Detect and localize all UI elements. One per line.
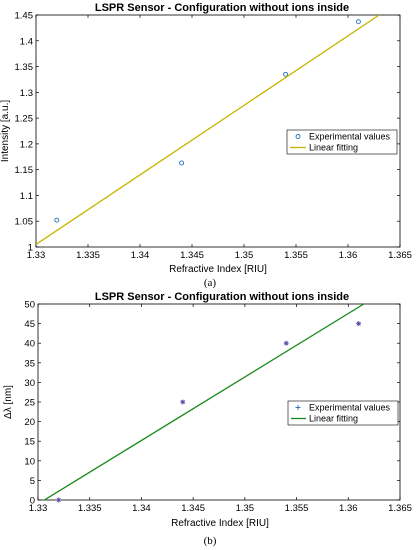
chart-a-legend: Experimental values Linear fitting	[286, 129, 398, 155]
x-tick-label: 1.34	[132, 503, 151, 514]
chart-a-legend-box	[286, 129, 398, 155]
data-point	[56, 497, 62, 503]
y-tick-label: 35	[24, 358, 35, 369]
x-tick-label: 1.345	[181, 503, 205, 514]
chart-a-legend-marker-points	[295, 134, 301, 139]
chart-a-xlabel: Refractive Index [RIU]	[169, 264, 267, 275]
data-point	[355, 19, 361, 25]
y-tick-label: 0	[30, 496, 35, 507]
y-tick-label: 1.4	[20, 36, 33, 47]
data-point	[179, 160, 185, 166]
data-point	[283, 340, 289, 346]
y-tick-label: 1.05	[15, 217, 34, 228]
chart-b-legend-marker-points	[295, 405, 301, 410]
y-tick-label: 1.45	[15, 11, 34, 22]
chart-b: LSPR Sensor - Configuration without ions…	[3, 291, 412, 547]
chart-a-ylabel: Intensity [a.u.]	[0, 100, 11, 162]
y-tick-label: 45	[24, 319, 35, 330]
series-line-linear-fitting	[36, 15, 380, 245]
x-tick-label: 1.355	[284, 250, 308, 261]
x-tick-label: 1.35	[236, 503, 255, 514]
y-tick-label: 25	[24, 398, 35, 409]
chart-a-ticks: 1.33 1.335 1.34 1.345 1.35 1.355 1.36 1.365 1 1.0…	[15, 11, 412, 262]
y-tick-label: 1.1	[20, 191, 33, 202]
chart-b-ticks: 1.33 1.335 1.34 1.345 1.35 1.355 1.36 1.365 0 5 10…	[24, 300, 411, 515]
chart-a-legend-label-points: Experimental values	[309, 132, 391, 142]
y-tick-label: 1.15	[15, 165, 34, 176]
chart-a-legend-label-line: Linear fitting	[309, 143, 358, 153]
chart-b-marks	[43, 304, 365, 503]
data-point-stroke	[356, 321, 361, 326]
chart-b-xlabel: Refractive Index [RIU]	[171, 518, 269, 529]
x-tick-label: 1.335	[76, 250, 100, 261]
x-tick-label: 1.35	[235, 250, 254, 261]
x-tick-label: 1.355	[285, 503, 309, 514]
y-tick-label: 10	[24, 456, 35, 467]
x-tick-label: 1.345	[180, 250, 204, 261]
x-tick-label: 1.36	[339, 250, 358, 261]
data-point-stroke	[180, 399, 185, 405]
y-tick-label: 40	[24, 339, 35, 350]
chart-a-marks	[36, 15, 380, 245]
data-point	[180, 399, 186, 405]
chart-b-legend-box	[287, 400, 399, 426]
x-tick-label: 1.34	[131, 250, 150, 261]
data-point	[356, 321, 362, 327]
chart-b-legend-label-line: Linear fitting	[309, 414, 358, 424]
x-tick-label: 1.36	[339, 503, 358, 514]
y-tick-label: 1.2	[20, 139, 33, 150]
series-line-linear-fitting	[43, 304, 365, 500]
y-tick-label: 50	[24, 300, 35, 311]
data-point	[283, 71, 289, 77]
data-point-stroke	[56, 497, 61, 503]
y-tick-label: 1	[28, 243, 33, 254]
chart-a: LSPR Sensor - Configuration without ions…	[0, 2, 412, 289]
x-tick-label: 1.33	[27, 250, 46, 261]
y-tick-label: 1.3	[20, 88, 33, 99]
x-tick-label: 1.365	[388, 503, 412, 514]
y-tick-label: 5	[30, 476, 35, 487]
x-tick-label: 1.335	[78, 503, 102, 514]
chart-b-caption: (b)	[204, 535, 217, 547]
chart-b-legend: Experimental values Linear fitting	[287, 400, 399, 426]
chart-b-title: LSPR Sensor - Configuration without ions…	[95, 291, 349, 303]
chart-b-ylabel: Δλ [nm]	[3, 385, 14, 419]
data-point	[54, 217, 60, 223]
y-tick-label: 1.25	[15, 114, 34, 125]
x-tick-label: 1.365	[388, 250, 412, 261]
data-point-stroke	[284, 341, 289, 346]
y-tick-label: 30	[24, 378, 35, 389]
x-tick-label: 1.33	[29, 503, 48, 514]
y-tick-label: 15	[24, 437, 35, 448]
chart-a-caption: (a)	[204, 277, 217, 289]
chart-b-legend-label-points: Experimental values	[309, 403, 391, 413]
chart-a-title: LSPR Sensor - Configuration without ions…	[95, 2, 349, 14]
y-tick-label: 20	[24, 417, 35, 428]
y-tick-label: 1.35	[15, 62, 34, 73]
